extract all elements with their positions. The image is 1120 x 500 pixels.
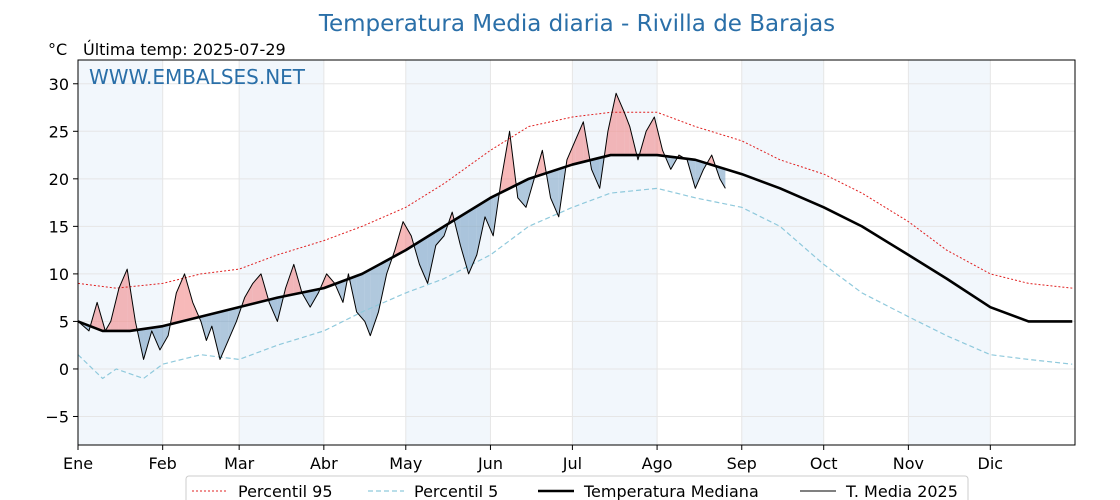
- y-tick-label: 10: [49, 265, 69, 284]
- fill-below-median: [476, 201, 485, 255]
- fill-below-median: [468, 206, 477, 274]
- fill-below-median: [695, 159, 704, 189]
- fill-below-median: [378, 260, 387, 312]
- x-tick-label: Jun: [477, 454, 503, 473]
- fill-below-median: [228, 307, 237, 341]
- legend-label: Temperatura Mediana: [583, 482, 759, 500]
- series-line-percentil-5: [77, 187, 1073, 380]
- fill-below-median: [220, 309, 229, 360]
- series-line-t-media-2025: [77, 92, 726, 360]
- x-tick-label: Feb: [149, 454, 177, 473]
- fill-above-median: [184, 273, 193, 321]
- fill-below-median: [517, 180, 526, 208]
- month-band: [239, 60, 324, 445]
- x-tick-label: Oct: [810, 454, 838, 473]
- x-axis-ticks: Ene Feb Mar Abr May Jun Jul Ago Sep Oct Nov Dic: [63, 445, 1003, 473]
- month-background-bands: [78, 60, 991, 445]
- chart-title: Temperatura Media diaria - Rivilla de Ba…: [318, 11, 835, 37]
- y-tick-label: 25: [49, 122, 69, 141]
- series-line-percentil-95: [77, 111, 1073, 289]
- fill-below-median: [427, 231, 436, 284]
- fill-above-median: [646, 117, 655, 156]
- fill-above-median: [176, 273, 185, 323]
- fill-above-median: [501, 131, 510, 193]
- series-lines: [77, 92, 1073, 380]
- month-band: [908, 60, 991, 445]
- plot-frame: [77, 59, 1076, 446]
- y-tick-label: 0: [59, 360, 69, 379]
- x-tick-label: Sep: [727, 454, 757, 473]
- watermark-link[interactable]: WWW.EMBALSES.NET: [89, 65, 306, 89]
- legend-label: Percentil 5: [414, 482, 498, 500]
- legend-label: T. Media 2025: [845, 482, 958, 500]
- y-tick-label: −5: [45, 407, 69, 426]
- fill-above-median: [575, 121, 584, 164]
- chart-grid: [77, 60, 1075, 445]
- fill-below-median: [419, 236, 428, 284]
- y-tick-label: 20: [49, 170, 69, 189]
- x-tick-label: Ago: [642, 454, 673, 473]
- y-tick-label: 5: [59, 312, 69, 331]
- x-tick-label: Nov: [893, 454, 924, 473]
- fill-above-median: [403, 221, 412, 252]
- legend-label: Percentil 95: [238, 482, 333, 500]
- fill-below-median: [206, 313, 212, 341]
- chart-legend: Percentil 95 Percentil 5 Temperatura Media…: [185, 475, 969, 500]
- fill-above-median: [244, 283, 253, 306]
- unit-label: °C: [48, 40, 67, 59]
- fill-below-median: [356, 272, 365, 322]
- x-tick-label: May: [389, 454, 422, 473]
- fill-below-median: [591, 157, 600, 189]
- y-tick-label: 15: [49, 217, 69, 236]
- last-temp-label: Última temp: 2025-07-29: [83, 40, 286, 59]
- fill-above-median: [285, 264, 294, 296]
- fill-below-median: [370, 264, 379, 336]
- y-tick-label: 30: [49, 75, 69, 94]
- month-band: [78, 60, 163, 445]
- fill-below-median: [484, 196, 494, 236]
- legend-box: [185, 475, 969, 500]
- x-tick-label: Dic: [978, 454, 1004, 473]
- series-line-temperatura-mediana: [77, 153, 1073, 333]
- fill-below-median: [460, 211, 469, 274]
- x-tick-label: Abr: [310, 454, 338, 473]
- fill-above-median: [110, 288, 119, 331]
- x-tick-label: Ene: [63, 454, 93, 473]
- x-tick-label: Mar: [224, 454, 255, 473]
- x-tick-label: Jul: [562, 454, 582, 473]
- y-axis-ticks: −5 0 5 10 15 20 25 30: [45, 75, 78, 426]
- fill-below-median: [550, 169, 559, 217]
- fill-below-median: [719, 167, 726, 189]
- fill-below-median: [364, 269, 371, 336]
- month-band: [741, 60, 824, 445]
- fill-below-median: [211, 311, 221, 360]
- fill-above-median: [607, 93, 617, 156]
- fill-below-median: [159, 324, 169, 350]
- fill-above-median: [624, 112, 630, 156]
- fill-above-median: [566, 140, 576, 167]
